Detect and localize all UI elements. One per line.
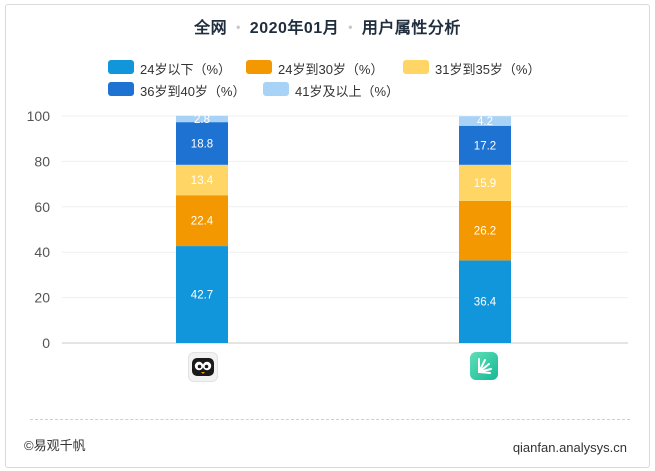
y-tick-label: 100	[27, 108, 51, 124]
chart-title: 全网 • 2020年01月 • 用户属性分析	[0, 14, 655, 38]
title-separator-1: •	[236, 20, 241, 34]
legend-label: 24岁以下（%）	[140, 62, 232, 77]
legend-label: 31岁到35岁（%）	[435, 62, 541, 77]
data-label: 22.4	[191, 216, 214, 228]
footer-site-link[interactable]: qianfan.analysys.cn	[512, 440, 627, 455]
legend-swatch	[108, 82, 134, 96]
data-label: 17.2	[474, 140, 496, 152]
owl-app-icon	[188, 352, 218, 382]
legend-label: 36岁到40岁（%）	[140, 84, 246, 99]
y-tick-label: 40	[34, 244, 50, 260]
legend-label: 24岁到30岁（%）	[278, 62, 384, 77]
bar-segment	[459, 125, 511, 165]
y-tick-label: 0	[42, 335, 50, 351]
data-label: 26.2	[474, 226, 496, 238]
footer-divider	[30, 419, 630, 420]
data-label: 13.4	[191, 175, 214, 187]
bar-segment	[176, 246, 228, 343]
bar-segment	[176, 164, 228, 196]
title-scope: 全网	[194, 20, 228, 37]
sunburst-app-icon	[470, 352, 498, 380]
bar-segment	[176, 122, 228, 165]
footer-source: ©易观千帆	[24, 438, 86, 453]
y-tick-label: 20	[34, 290, 50, 306]
bar-segment	[459, 164, 511, 201]
legend-swatch	[263, 82, 289, 96]
data-label: 4.2	[477, 116, 493, 128]
data-label: 36.4	[474, 297, 497, 309]
bar-segment	[459, 200, 511, 261]
data-label: 15.9	[474, 178, 496, 190]
y-tick-label: 80	[34, 153, 50, 169]
data-label: 42.7	[191, 290, 213, 302]
y-tick-label: 60	[34, 199, 50, 215]
title-period: 2020年01月	[249, 20, 340, 37]
data-label: 18.8	[191, 138, 213, 150]
legend-swatch	[108, 60, 134, 74]
bar-segment	[176, 115, 228, 123]
bar-segment	[459, 116, 511, 126]
data-label: 2.8	[194, 114, 210, 126]
legend-label: 41岁及以上（%）	[295, 84, 400, 99]
legend-swatch	[246, 60, 272, 74]
chart-card	[5, 4, 650, 468]
title-separator-2: •	[348, 20, 353, 34]
title-metric: 用户属性分析	[361, 20, 461, 37]
bar-segment	[176, 195, 228, 247]
legend-swatch	[403, 60, 429, 74]
bar-segment	[459, 260, 511, 343]
